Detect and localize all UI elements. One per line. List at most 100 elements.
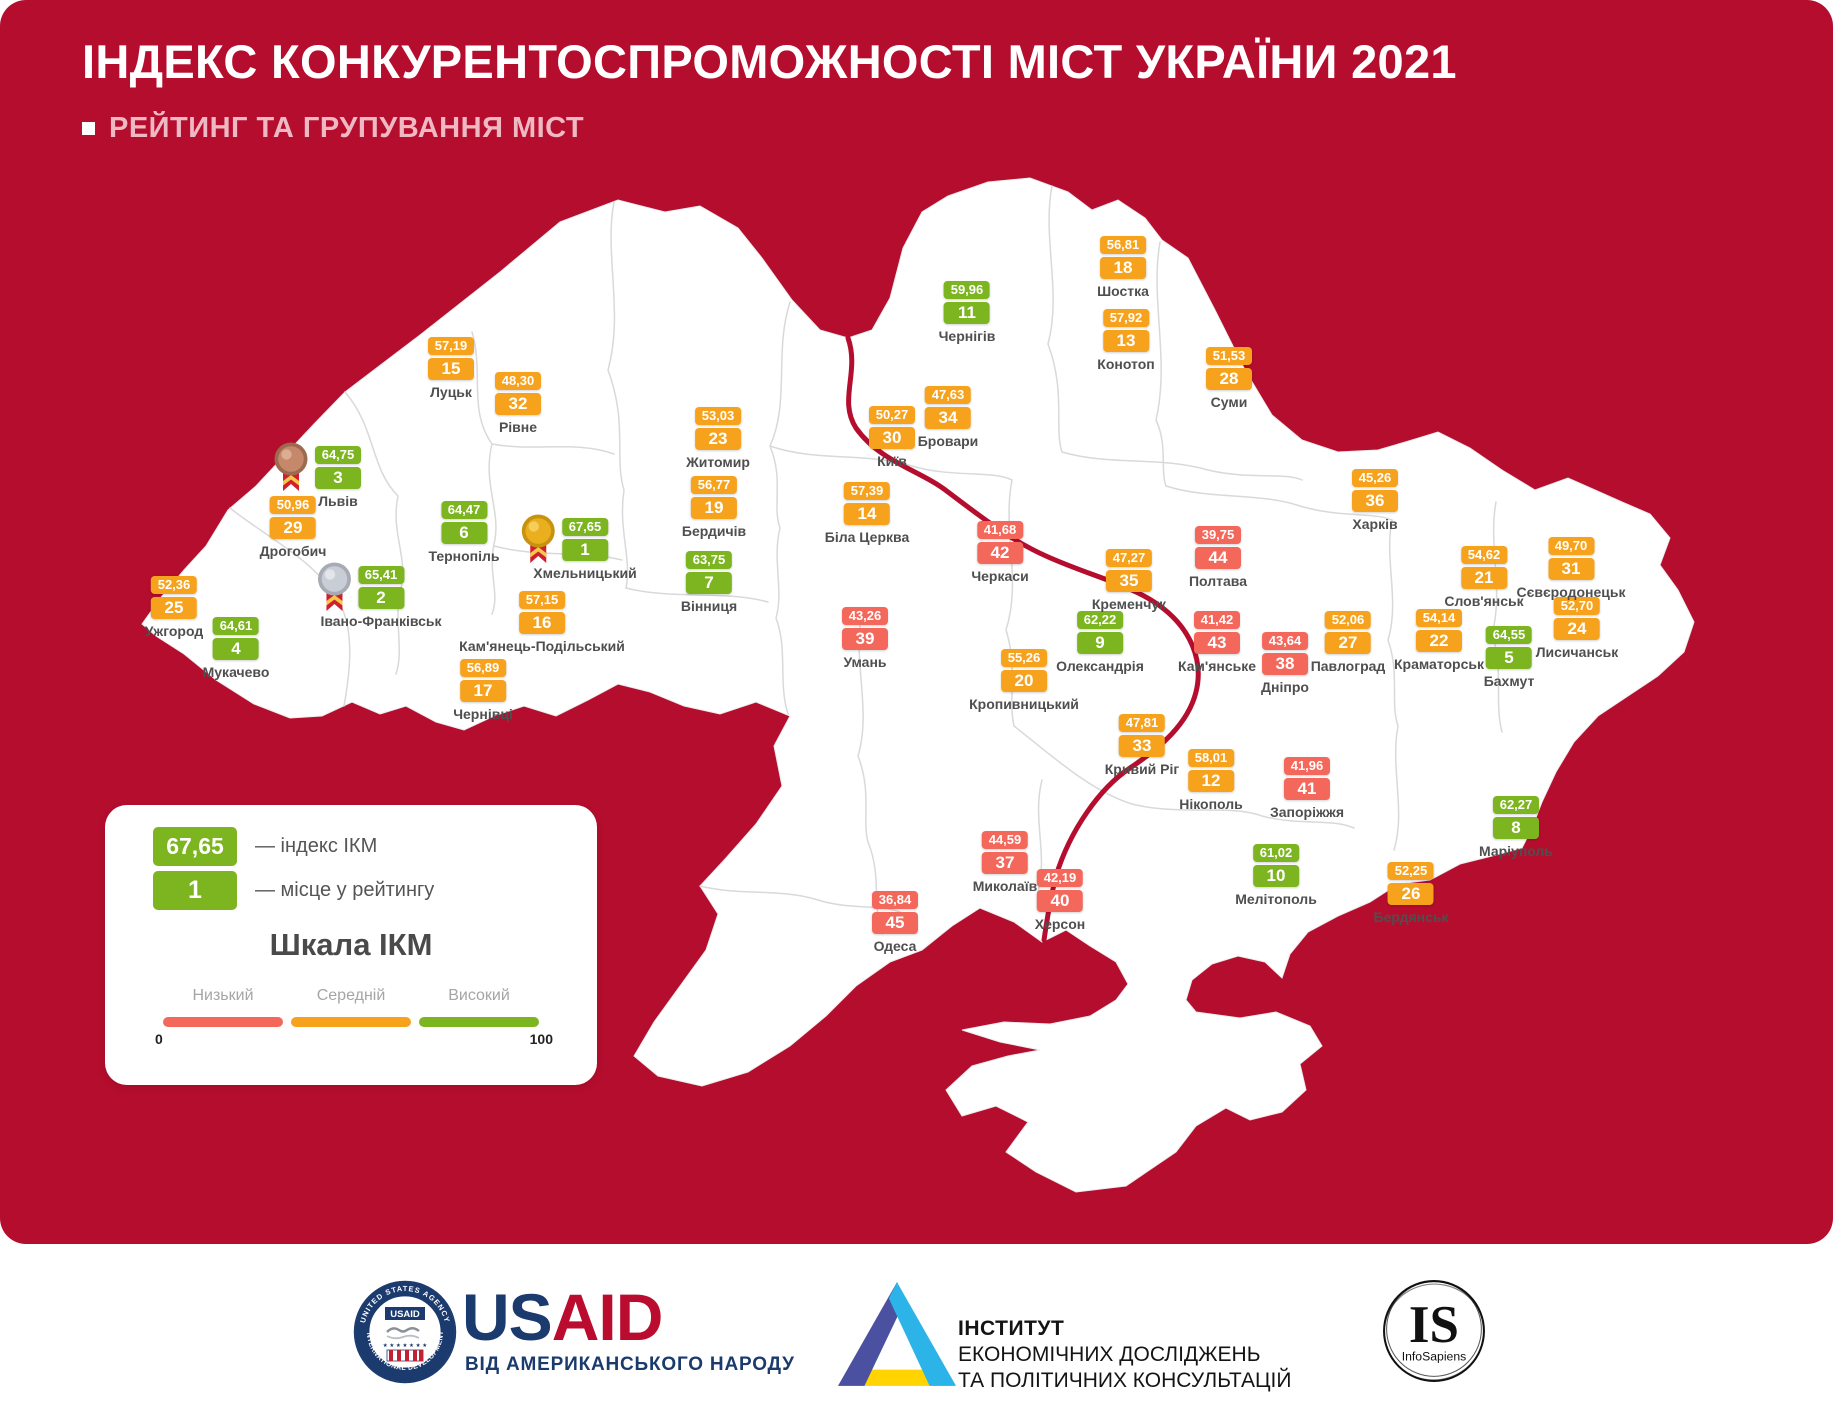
city-label: Бахмут [1483, 673, 1535, 689]
legend-card: 67,65 — індекс ІКМ 1 — місце у рейтингу … [105, 805, 597, 1085]
city-label: Мелітополь [1235, 891, 1317, 907]
city-label: Полтава [1188, 573, 1248, 589]
city-score: 51,53 [1206, 347, 1252, 365]
legend-index-label: — індекс ІКМ [255, 835, 378, 857]
city-rank: 13 [1103, 330, 1149, 352]
city-score: 54,62 [1461, 546, 1507, 564]
city-score: 50,27 [869, 406, 915, 424]
city-badge: 50,96 29 [269, 496, 316, 539]
city-marker: 57,39 14 Біла Церква [825, 482, 909, 545]
city-label: Кременчук [1091, 596, 1167, 612]
city-rank: 44 [1194, 547, 1241, 569]
infosapiens-logo: IS InfoSapiens [1383, 1280, 1485, 1382]
city-rank: 10 [1253, 865, 1299, 887]
city-label: Слов'янськ [1444, 593, 1524, 609]
city-label: Бердичів [681, 523, 747, 539]
dnieper-river [845, 335, 1201, 943]
city-score: 53,03 [694, 407, 741, 425]
city-marker: 52,36 25 Ужгород [145, 576, 203, 639]
svg-text:USAID: USAID [390, 1309, 420, 1320]
city-rank: 35 [1106, 570, 1152, 592]
city-label: Чернігів [938, 328, 996, 344]
city-rank: 27 [1325, 632, 1371, 654]
city-marker: 64,75 3 Львів [274, 442, 361, 509]
city-rank: 43 [1194, 632, 1240, 654]
city-rank: 18 [1100, 257, 1146, 279]
city-label: Павлоград [1310, 658, 1386, 674]
city-badge: 36,84 45 [872, 891, 918, 934]
svg-text:IS: IS [1409, 1296, 1459, 1354]
city-label: Дніпро [1261, 679, 1309, 695]
city-marker: 62,22 9 Олександрія [1056, 611, 1144, 674]
city-rank: 5 [1486, 647, 1532, 669]
city-label: Одеса [873, 938, 917, 954]
city-rank: 20 [1001, 670, 1047, 692]
city-score: 39,75 [1194, 526, 1241, 544]
legend-index-pill: 67,65 [153, 827, 237, 866]
city-score: 43,64 [1261, 632, 1308, 650]
city-label: Кропивницький [969, 696, 1079, 712]
city-rank: 22 [1415, 630, 1462, 652]
city-badge: 48,30 32 [495, 372, 541, 415]
city-score: 64,47 [440, 501, 487, 519]
city-score: 47,27 [1106, 549, 1152, 567]
city-marker: 48,30 32 Рівне [495, 372, 541, 435]
city-badge: 64,55 5 [1486, 626, 1532, 669]
city-badge: 41,42 43 [1194, 611, 1240, 654]
city-marker: 41,96 41 Запоріжжя [1270, 757, 1344, 820]
city-badge: 45,26 36 [1352, 469, 1398, 512]
city-rank: 42 [977, 542, 1023, 564]
scale-label-mid: Середній [316, 987, 386, 1004]
city-rank: 28 [1206, 368, 1252, 390]
city-badge: 56,81 18 [1100, 236, 1146, 279]
city-badge: 43,26 39 [842, 607, 888, 650]
city-score: 64,55 [1486, 626, 1532, 644]
city-label: Суми [1210, 394, 1248, 410]
city-label: Нікополь [1179, 796, 1243, 812]
city-badge: 52,06 27 [1325, 611, 1371, 654]
city-label: Кам'янець-Подільський [459, 638, 625, 654]
city-badge: 64,61 4 [213, 617, 259, 660]
institute-triangle-icon [838, 1282, 956, 1386]
city-badge: 52,25 26 [1388, 862, 1434, 905]
city-badge: 67,65 1 [561, 518, 608, 561]
city-label: Олександрія [1056, 658, 1144, 674]
city-label: Рівне [498, 419, 538, 435]
city-marker: 36,84 45 Одеса [872, 891, 918, 954]
city-label: Кам'янське [1178, 658, 1256, 674]
city-badge: 47,81 33 [1118, 714, 1165, 757]
city-label: Луцьк [430, 384, 472, 400]
city-label: Краматорськ [1393, 656, 1485, 672]
footer: UNITED STATES AGENCY INTERNATIONAL DEVEL… [0, 1244, 1833, 1419]
institute-name: ІНСТИТУТ ЕКОНОМІЧНИХ ДОСЛІДЖЕНЬ ТА ПОЛІТ… [958, 1317, 1292, 1393]
city-score: 65,41 [357, 566, 404, 584]
svg-text:InfoSapiens: InfoSapiens [1402, 1350, 1467, 1364]
city-score: 52,36 [151, 576, 197, 594]
silver-medal-icon [317, 562, 351, 611]
city-rank: 40 [1036, 890, 1083, 912]
city-rank: 1 [561, 539, 608, 561]
city-marker: 50,27 30 Київ [869, 406, 915, 469]
city-label: Біла Церква [824, 529, 910, 545]
city-marker: 52,06 27 Павлоград [1310, 611, 1386, 674]
city-label: Конотоп [1097, 356, 1155, 372]
city-score: 52,70 [1554, 597, 1600, 615]
handshake-icon [386, 1327, 420, 1333]
city-score: 57,15 [518, 591, 565, 609]
city-badge: 64,47 6 [440, 501, 487, 544]
city-label: Дрогобич [259, 543, 327, 559]
scale-label-high: Високий [448, 987, 510, 1004]
city-score: 47,81 [1118, 714, 1165, 732]
city-badge: 55,26 20 [1001, 649, 1047, 692]
city-badge: 62,27 8 [1492, 796, 1539, 839]
city-label: Лисичанськ [1535, 644, 1619, 660]
city-badge: 41,68 42 [977, 521, 1023, 564]
city-marker: 52,25 26 Бердянськ [1374, 862, 1448, 925]
city-score: 56,89 [460, 659, 506, 677]
city-label: Мукачево [202, 664, 270, 680]
city-label: Харків [1352, 516, 1398, 532]
city-label: Сєвєродонецьк [1516, 584, 1626, 600]
city-score: 64,61 [213, 617, 259, 635]
page-title: ІНДЕКС КОНКУРЕНТОСПРОМОЖНОСТІ МІСТ УКРАЇ… [82, 35, 1457, 88]
